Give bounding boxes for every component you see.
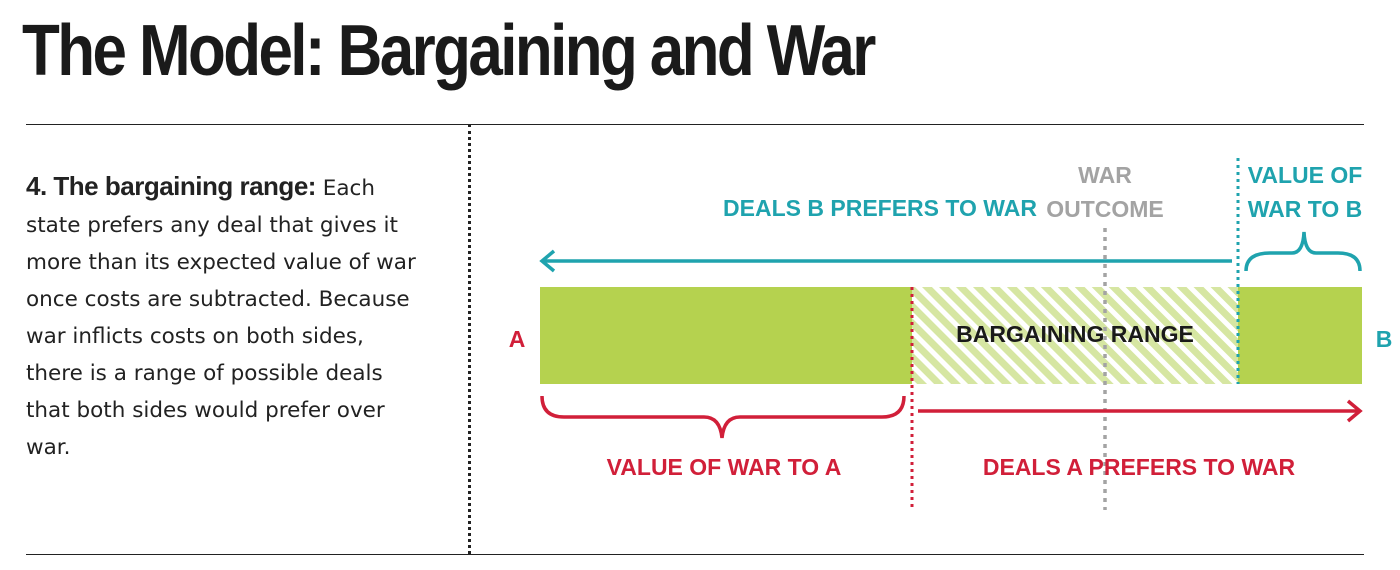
war-outcome-label-line2: OUTCOME <box>1046 196 1164 222</box>
description-body: Each state prefers any deal that gives i… <box>26 176 416 460</box>
deals-b-prefers-label: DEALS B PREFERS TO WAR <box>723 195 1037 221</box>
value-war-b-label-line1: VALUE OF <box>1248 162 1363 188</box>
value-war-b-brace <box>1244 231 1362 272</box>
war-outcome-label-line1: WAR <box>1078 162 1132 188</box>
bargaining-range-label: BARGAINING RANGE <box>956 321 1194 347</box>
deals-b-arrowhead <box>539 249 556 273</box>
page-title: The Model: Bargaining and War <box>22 11 876 91</box>
vertical-divider <box>468 124 471 554</box>
value-war-b-label-line2: WAR TO B <box>1248 196 1363 222</box>
deals-a-prefers-label: DEALS A PREFERS TO WAR <box>983 454 1296 480</box>
bar-left-segment <box>540 287 912 384</box>
bar-right-segment <box>1238 287 1362 384</box>
bottom-divider <box>26 554 1364 555</box>
value-war-a-brace <box>540 395 906 439</box>
end-label-a: A <box>509 326 526 352</box>
deals-a-arrowhead <box>1346 399 1363 423</box>
top-divider <box>26 124 1364 125</box>
value-war-a-label: VALUE OF WAR TO A <box>607 454 842 480</box>
end-label-b: B <box>1376 326 1393 352</box>
description-text: 4. The bargaining range: Each state pref… <box>26 168 426 466</box>
bargaining-range-segment <box>912 287 1238 384</box>
description-lead: 4. The bargaining range: <box>26 171 316 201</box>
